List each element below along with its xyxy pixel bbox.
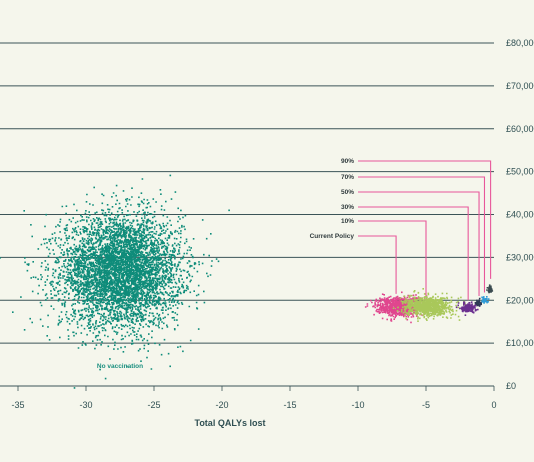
annotation-leaders: 90% 70% 50% 30% 10% Current Policy — [310, 158, 492, 301]
annotation-label: 30% — [341, 204, 354, 211]
series-30- — [455, 301, 481, 316]
annotation-leader — [358, 191, 480, 296]
x-tick-label: -20 — [215, 400, 228, 410]
annotation-leader — [358, 235, 397, 294]
y-tick-label: £50,000 — [506, 167, 534, 177]
grid-lines — [0, 42, 494, 387]
annotation-label: 70% — [341, 174, 354, 181]
y-tick-label: £60,000 — [506, 124, 534, 134]
x-tick-label: -30 — [79, 400, 92, 410]
annotation-leader — [358, 220, 427, 296]
annotation-label: 90% — [341, 158, 354, 165]
annotation-leader — [358, 160, 492, 279]
series-no-vaccination — [0, 174, 230, 389]
series-90- — [486, 284, 494, 294]
annotation-leader — [358, 206, 469, 301]
y-tick-label: £40,000 — [506, 210, 534, 220]
y-tick-label: £80,000 — [506, 38, 534, 48]
y-tick-label: £70,000 — [506, 81, 534, 91]
series-70- — [481, 296, 490, 304]
x-tick-label: -35 — [11, 400, 24, 410]
y-tick-label: £20,000 — [506, 295, 534, 305]
x-tick-label: 0 — [491, 400, 496, 410]
x-tick-label: -5 — [422, 400, 430, 410]
annotation-leader — [358, 176, 486, 293]
y-axis-ticks: £0 £10,000 £20,000 £30,000 £40,000 £50,000 £60… — [506, 38, 534, 391]
x-axis-title: Total QALYs lost — [194, 418, 265, 428]
scatter-points — [0, 174, 494, 389]
no-vaccination-label: No vaccination — [97, 363, 143, 370]
y-tick-label: £0 — [506, 381, 516, 391]
x-axis-ticks: -35 -30 -25 -20 -15 -10 -5 0 — [11, 386, 497, 410]
x-tick-label: -15 — [283, 400, 296, 410]
series-10- — [392, 288, 468, 322]
x-tick-label: -25 — [147, 400, 160, 410]
x-tick-label: -10 — [351, 400, 364, 410]
annotation-label: 50% — [341, 189, 354, 196]
annotation-label: Current Policy — [310, 233, 355, 240]
y-tick-label: £30,000 — [506, 252, 534, 262]
annotation-label: 10% — [341, 218, 354, 225]
y-tick-label: £10,000 — [506, 338, 534, 348]
series-50- — [474, 297, 482, 307]
